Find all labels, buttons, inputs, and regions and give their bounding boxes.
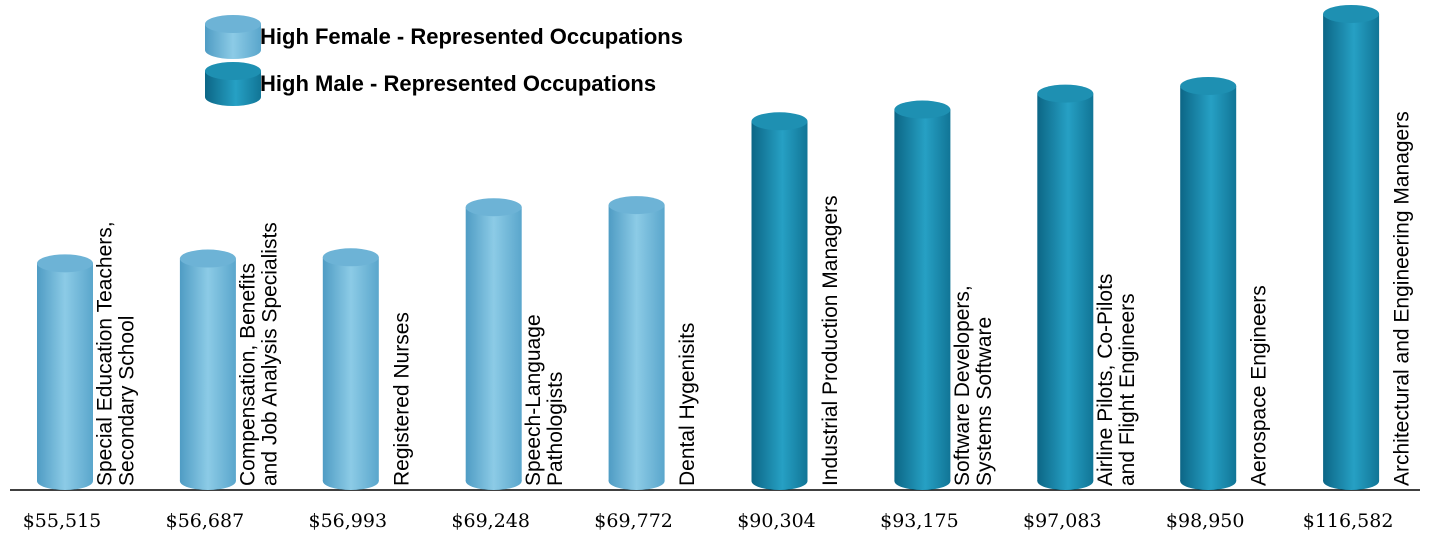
x-tick-label: Registered Nurses xyxy=(390,312,413,486)
x-tick-label: and Job Analysis Specialists xyxy=(258,222,281,486)
value-label: $56,687 xyxy=(166,510,245,532)
cylinder-top xyxy=(608,196,665,215)
cylinder-top xyxy=(894,100,951,119)
cylinder-body xyxy=(1037,93,1094,481)
x-tick-label: Secondary School xyxy=(116,316,139,486)
cylinder-body xyxy=(37,263,93,481)
cylinder-body xyxy=(465,207,522,481)
bar xyxy=(608,196,665,490)
cylinder-top xyxy=(205,62,261,80)
cylinder-top xyxy=(1323,4,1380,23)
cylinder-top xyxy=(465,198,522,217)
x-tick-label: Architectural and Engineering Managers xyxy=(1391,111,1414,486)
value-label: $98,950 xyxy=(1166,510,1245,532)
x-tick-label: Systems Software xyxy=(973,317,996,486)
cylinder-bottom xyxy=(205,41,261,59)
cylinder-top xyxy=(1180,76,1237,95)
value-label: $93,175 xyxy=(880,510,959,532)
cylinder-body xyxy=(1180,85,1237,482)
value-label: $56,993 xyxy=(309,510,388,532)
x-tick-label: Compensation, Benefits xyxy=(236,263,259,486)
bar xyxy=(1180,76,1237,490)
x-tick-label: Dental Hygenisits xyxy=(676,323,699,486)
bar xyxy=(751,112,808,490)
bar xyxy=(322,248,379,490)
legend-label: High Female - Represented Occupations xyxy=(260,24,683,49)
x-tick-label: Pathologists xyxy=(544,372,567,486)
legend-icon xyxy=(205,15,261,59)
cylinder-top xyxy=(37,254,93,273)
cylinder-bottom xyxy=(1323,472,1380,490)
cylinder-body xyxy=(179,258,236,481)
cylinder-bottom xyxy=(608,472,665,490)
value-label: $90,304 xyxy=(737,510,816,532)
value-label: $97,083 xyxy=(1023,510,1102,532)
cylinder-top xyxy=(751,112,808,131)
legend-icon xyxy=(205,62,261,106)
cylinder-bottom xyxy=(37,472,93,490)
x-tick-label: and Flight Engineers xyxy=(1116,293,1139,486)
x-tick-label: Special Education Teachers, xyxy=(94,221,117,486)
cylinder-top xyxy=(322,248,379,267)
cylinder-bottom xyxy=(1037,472,1094,490)
value-label: $69,248 xyxy=(451,510,530,532)
cylinder-body xyxy=(322,257,379,481)
cylinder-bottom xyxy=(751,472,808,490)
x-tick-label: Airline Pilots, Co-Pilots xyxy=(1094,274,1117,486)
cylinder-body xyxy=(751,121,808,481)
legend-label: High Male - Represented Occupations xyxy=(260,71,656,96)
cylinder-body xyxy=(608,205,665,482)
cylinder-body xyxy=(1323,13,1380,481)
x-tick-label: Industrial Production Managers xyxy=(819,195,842,486)
cylinder-bottom xyxy=(322,472,379,490)
x-tick-label: Aerospace Engineers xyxy=(1248,285,1271,486)
x-tick-label: Software Developers, xyxy=(951,285,974,486)
bar xyxy=(465,198,522,490)
value-label: $116,582 xyxy=(1303,510,1394,532)
cylinder-top xyxy=(1037,84,1094,103)
cylinder-body xyxy=(894,109,951,482)
x-tick-label: Speech-Language xyxy=(522,314,545,486)
bar xyxy=(1037,84,1094,490)
bar xyxy=(37,254,93,490)
cylinder-bottom xyxy=(1180,472,1237,490)
value-label: $69,772 xyxy=(594,510,673,532)
value-label: $55,515 xyxy=(23,510,102,532)
cylinder-bottom xyxy=(205,88,261,106)
bar xyxy=(894,100,951,490)
bar xyxy=(179,249,236,490)
cylinder-top xyxy=(205,15,261,33)
bar xyxy=(1323,4,1380,490)
cylinder-top xyxy=(179,249,236,268)
cylinder-bottom xyxy=(894,472,951,490)
cylinder-bottom xyxy=(465,472,522,490)
cylinder-bottom xyxy=(179,472,236,490)
